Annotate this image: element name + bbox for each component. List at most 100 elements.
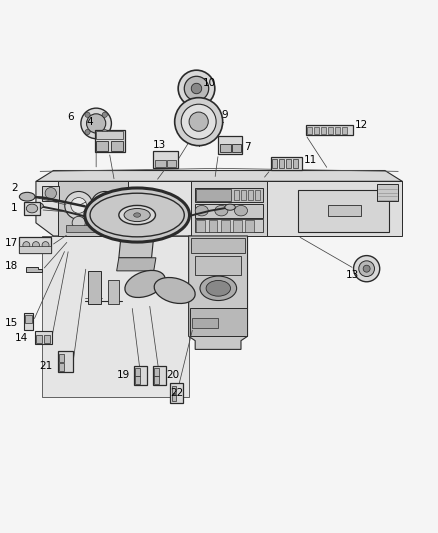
Ellipse shape — [87, 114, 106, 133]
Bar — [342, 127, 347, 134]
Bar — [221, 220, 230, 232]
Ellipse shape — [45, 188, 57, 199]
Text: 9: 9 — [221, 110, 228, 120]
Ellipse shape — [125, 270, 165, 297]
Bar — [88, 271, 100, 304]
Text: 14: 14 — [15, 333, 28, 343]
Text: 4: 4 — [86, 117, 93, 127]
Bar — [134, 366, 147, 385]
Bar — [36, 335, 42, 343]
Bar — [96, 141, 108, 151]
Ellipse shape — [359, 261, 374, 277]
Text: 15: 15 — [4, 318, 18, 328]
Ellipse shape — [363, 265, 370, 272]
Text: 13: 13 — [346, 270, 359, 280]
Bar — [59, 363, 64, 371]
Ellipse shape — [195, 205, 208, 216]
Bar — [191, 238, 245, 253]
Polygon shape — [36, 171, 403, 181]
Polygon shape — [26, 268, 42, 272]
Ellipse shape — [85, 188, 190, 242]
Ellipse shape — [23, 241, 30, 248]
Ellipse shape — [189, 112, 208, 131]
Bar — [108, 280, 119, 304]
Polygon shape — [42, 236, 189, 398]
Bar — [44, 335, 50, 343]
Ellipse shape — [154, 278, 195, 303]
Ellipse shape — [191, 83, 202, 94]
Ellipse shape — [86, 216, 99, 229]
Ellipse shape — [215, 205, 228, 216]
Ellipse shape — [134, 213, 141, 217]
Bar — [197, 220, 205, 232]
Bar — [247, 190, 253, 200]
Bar — [293, 159, 298, 168]
Polygon shape — [36, 181, 403, 236]
Text: 6: 6 — [68, 111, 74, 122]
Ellipse shape — [33, 203, 43, 209]
Ellipse shape — [234, 205, 247, 216]
Bar — [42, 186, 59, 201]
Bar — [314, 127, 319, 134]
Bar — [172, 394, 176, 401]
Bar — [254, 190, 260, 200]
Bar — [95, 130, 124, 152]
Bar — [135, 368, 140, 376]
Bar — [170, 383, 184, 402]
Ellipse shape — [85, 112, 90, 117]
Polygon shape — [117, 258, 156, 271]
Bar — [195, 204, 263, 217]
Bar — [377, 184, 398, 201]
Text: 17: 17 — [4, 238, 18, 248]
Ellipse shape — [206, 280, 230, 296]
Bar — [66, 225, 122, 232]
Ellipse shape — [85, 130, 90, 135]
Bar — [306, 125, 353, 135]
Ellipse shape — [72, 216, 85, 229]
Ellipse shape — [81, 108, 111, 139]
Bar — [220, 144, 231, 152]
Bar — [58, 351, 73, 372]
Bar — [35, 331, 52, 344]
Text: 21: 21 — [39, 361, 53, 371]
Bar — [154, 368, 159, 376]
Bar — [195, 220, 263, 232]
Bar — [321, 127, 326, 134]
Bar — [271, 157, 302, 169]
Bar — [195, 256, 241, 275]
Bar — [154, 376, 159, 384]
Ellipse shape — [200, 276, 237, 301]
Bar — [307, 127, 312, 134]
Ellipse shape — [225, 204, 235, 210]
Text: 18: 18 — [4, 261, 18, 271]
Polygon shape — [191, 181, 267, 236]
Text: 20: 20 — [166, 370, 179, 380]
Bar — [192, 318, 218, 328]
Bar — [240, 190, 246, 200]
Ellipse shape — [181, 104, 216, 139]
Bar — [328, 205, 361, 216]
Bar — [19, 237, 51, 253]
Bar — [190, 308, 247, 336]
Bar — [245, 220, 254, 232]
Ellipse shape — [71, 198, 87, 213]
Ellipse shape — [32, 241, 39, 248]
Bar — [153, 366, 166, 385]
Bar — [196, 189, 231, 201]
Bar — [59, 354, 64, 361]
Polygon shape — [58, 181, 127, 236]
Text: 11: 11 — [304, 155, 318, 165]
Ellipse shape — [184, 76, 208, 101]
Ellipse shape — [178, 70, 215, 107]
Text: 10: 10 — [203, 78, 216, 87]
Bar — [272, 159, 277, 168]
Bar — [19, 246, 51, 253]
Bar — [328, 127, 333, 134]
Ellipse shape — [353, 256, 380, 282]
Bar — [218, 135, 242, 154]
Polygon shape — [189, 236, 247, 350]
Bar — [233, 220, 242, 232]
Ellipse shape — [175, 98, 223, 146]
Ellipse shape — [42, 241, 49, 248]
Bar — [279, 159, 284, 168]
